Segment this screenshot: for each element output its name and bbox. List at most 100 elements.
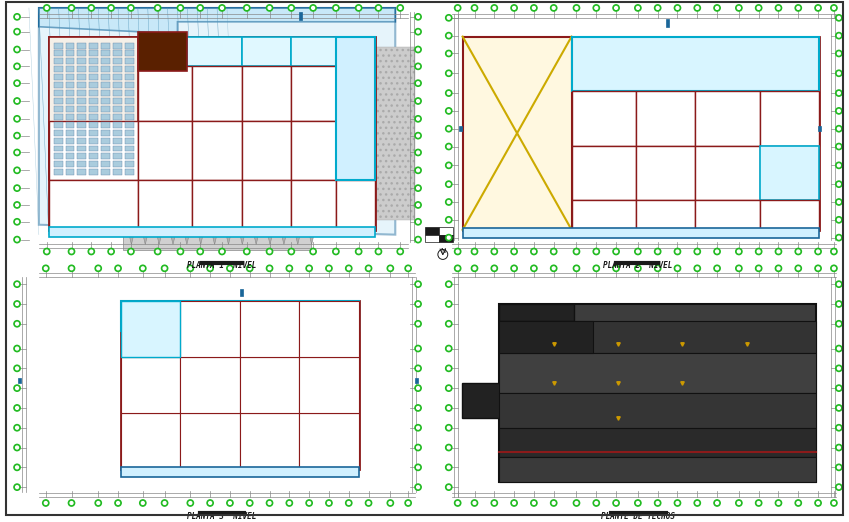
Bar <box>113 43 122 49</box>
Circle shape <box>310 248 317 255</box>
Circle shape <box>796 265 801 271</box>
Circle shape <box>513 6 515 9</box>
Bar <box>53 122 63 128</box>
Bar <box>125 43 134 49</box>
Circle shape <box>179 6 182 9</box>
Bar <box>65 122 75 128</box>
Circle shape <box>69 265 75 271</box>
Bar <box>89 43 98 49</box>
Circle shape <box>15 134 19 137</box>
Circle shape <box>446 424 452 431</box>
Circle shape <box>446 385 452 392</box>
Circle shape <box>696 250 699 253</box>
Circle shape <box>177 248 183 255</box>
Circle shape <box>415 116 421 122</box>
Polygon shape <box>211 230 218 245</box>
Bar <box>53 138 63 144</box>
Circle shape <box>417 204 419 206</box>
Text: PLANTE DE TECHOS: PLANTE DE TECHOS <box>601 512 675 521</box>
Bar <box>101 169 110 175</box>
Circle shape <box>14 149 20 156</box>
Circle shape <box>447 72 450 75</box>
Circle shape <box>163 267 166 270</box>
Circle shape <box>417 16 419 18</box>
Bar <box>89 146 98 151</box>
Circle shape <box>655 500 661 506</box>
Circle shape <box>407 502 409 504</box>
Circle shape <box>595 267 598 270</box>
Circle shape <box>454 248 461 255</box>
Circle shape <box>835 346 842 352</box>
Bar <box>125 90 134 96</box>
Bar <box>113 51 122 56</box>
Circle shape <box>417 303 419 305</box>
Circle shape <box>417 466 419 469</box>
Circle shape <box>837 426 841 429</box>
Circle shape <box>15 82 19 85</box>
Polygon shape <box>142 230 149 245</box>
Circle shape <box>245 250 248 253</box>
Circle shape <box>333 248 339 255</box>
Bar <box>242 180 291 230</box>
Circle shape <box>835 234 842 241</box>
Circle shape <box>756 500 762 506</box>
Circle shape <box>637 250 639 253</box>
Bar <box>65 66 75 72</box>
Circle shape <box>377 250 380 253</box>
Bar <box>89 161 98 168</box>
Circle shape <box>246 500 253 506</box>
Bar <box>760 200 819 230</box>
Circle shape <box>267 248 273 255</box>
Circle shape <box>415 444 421 450</box>
Circle shape <box>637 502 639 504</box>
Circle shape <box>415 202 421 208</box>
Bar <box>121 301 181 357</box>
Bar <box>48 37 375 230</box>
Bar <box>113 146 122 151</box>
Circle shape <box>676 250 679 253</box>
Circle shape <box>777 6 780 9</box>
Circle shape <box>837 407 841 409</box>
Circle shape <box>837 485 841 489</box>
Circle shape <box>835 444 842 450</box>
Circle shape <box>837 466 841 469</box>
Circle shape <box>307 502 311 504</box>
Circle shape <box>447 200 450 204</box>
Circle shape <box>14 219 20 225</box>
Circle shape <box>127 5 134 11</box>
Circle shape <box>835 217 842 223</box>
Circle shape <box>116 502 120 504</box>
Polygon shape <box>128 230 135 245</box>
Circle shape <box>44 502 48 504</box>
Bar <box>760 91 819 146</box>
Circle shape <box>88 248 94 255</box>
Circle shape <box>90 250 93 253</box>
Bar <box>65 106 75 112</box>
Bar <box>65 146 75 151</box>
Circle shape <box>550 500 557 506</box>
Polygon shape <box>267 230 273 245</box>
Circle shape <box>531 5 537 11</box>
Circle shape <box>417 407 419 409</box>
Bar <box>291 37 336 66</box>
Bar <box>65 51 75 56</box>
Bar <box>89 74 98 80</box>
Bar <box>77 114 87 120</box>
Bar <box>125 122 134 128</box>
Circle shape <box>267 5 273 11</box>
Bar <box>89 138 98 144</box>
Circle shape <box>447 52 450 55</box>
Circle shape <box>835 385 842 392</box>
Circle shape <box>307 267 311 270</box>
Circle shape <box>796 248 801 255</box>
Circle shape <box>738 502 740 504</box>
Circle shape <box>446 199 452 205</box>
Circle shape <box>197 248 204 255</box>
Circle shape <box>375 5 382 11</box>
Circle shape <box>42 265 49 271</box>
Circle shape <box>835 365 842 372</box>
Circle shape <box>593 265 599 271</box>
Circle shape <box>417 82 419 85</box>
Bar <box>125 114 134 120</box>
Bar <box>121 413 181 469</box>
